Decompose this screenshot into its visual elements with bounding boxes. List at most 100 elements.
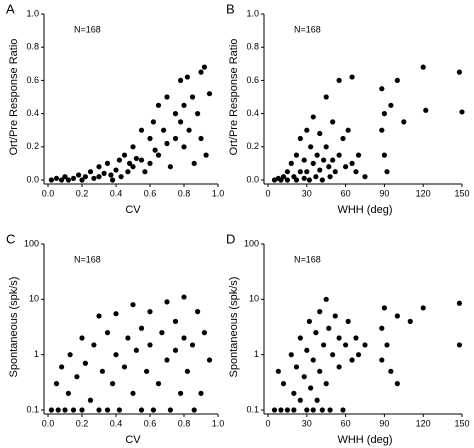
point [317,309,323,315]
x-tick-label: 0.8 [178,188,191,198]
point [172,318,179,324]
point [181,102,187,108]
point [384,342,390,348]
point [310,407,316,413]
point [288,352,294,358]
point [284,407,290,413]
point [164,357,170,363]
point [326,325,332,331]
y-axis-label: Spontaneous (spk/s) [228,277,240,378]
point [150,407,156,413]
point [147,135,153,142]
point [317,130,323,137]
y-tick-label: 0.4 [246,108,259,118]
point [301,175,307,181]
y-tick-label: 0.6 [246,75,259,85]
point [113,167,119,173]
point [306,177,312,183]
point [288,160,294,166]
point [133,347,139,353]
point [323,380,329,387]
x-tick-label: 150 [454,418,469,428]
point [327,174,333,180]
y-axis-label: Spontaneous (spk/s) [8,277,20,378]
point [304,347,310,353]
point [308,385,314,391]
point [104,160,111,166]
point [310,357,316,363]
point [130,164,136,170]
y-axis-label: Ort/Pre Response Ratio [8,39,20,156]
x-tick-label: 0.0 [42,418,55,428]
point [125,169,131,175]
y-tick-label: 0.6 [26,75,39,85]
panel-label: C [6,231,15,246]
point [379,357,385,363]
x-tick-label: 0.8 [178,418,191,428]
point [142,169,148,175]
point [291,407,297,413]
annotation: N=168 [74,254,101,264]
point [317,167,323,173]
point [79,335,85,341]
point [379,325,385,331]
point [138,157,145,163]
x-axis-label: CV [125,434,141,446]
point [310,160,316,166]
point [138,127,145,133]
x-axis-label: WHH (deg) [337,204,392,216]
panel-label: A [6,1,15,16]
point [343,164,349,170]
point [164,299,170,305]
point [362,342,368,348]
point [181,294,187,300]
point [314,397,320,403]
point [79,407,85,413]
point [198,135,204,142]
point [456,300,463,306]
point [201,64,207,70]
x-tick-label: 0.0 [42,188,55,198]
point [104,407,111,413]
point [353,169,359,175]
point [203,152,209,158]
point [332,313,338,319]
point [104,330,111,336]
y-tick-label: 0.2 [246,141,259,151]
y-tick-label: 0.4 [26,108,39,118]
point [308,144,314,150]
annotation: N=168 [74,24,101,34]
point [118,174,124,180]
point [130,302,136,308]
point [172,111,179,117]
point [65,390,71,396]
point [147,342,153,348]
annotation: N=168 [294,254,321,264]
panel-label: B [226,1,235,16]
point [355,352,362,358]
point [271,177,278,183]
point [301,374,307,380]
x-tick-label: 120 [416,418,431,428]
point [340,135,346,142]
x-tick-label: 120 [416,188,431,198]
point [323,296,329,302]
point [195,309,201,315]
x-tick-label: 1.0 [212,188,225,198]
x-tick-label: 0.4 [110,418,123,428]
x-axis-label: CV [125,204,141,216]
point [420,64,426,70]
point [332,169,338,175]
point [280,380,287,387]
x-tick-label: 0.2 [76,188,89,198]
point [301,157,307,163]
y-tick-label: 1 [254,349,259,359]
point [70,175,77,181]
y-tick-label: 100 [24,238,39,248]
point [271,407,278,413]
point [48,407,55,413]
y-tick-label: 0.0 [26,174,39,184]
point [330,119,336,125]
x-tick-label: 0.2 [76,418,89,428]
